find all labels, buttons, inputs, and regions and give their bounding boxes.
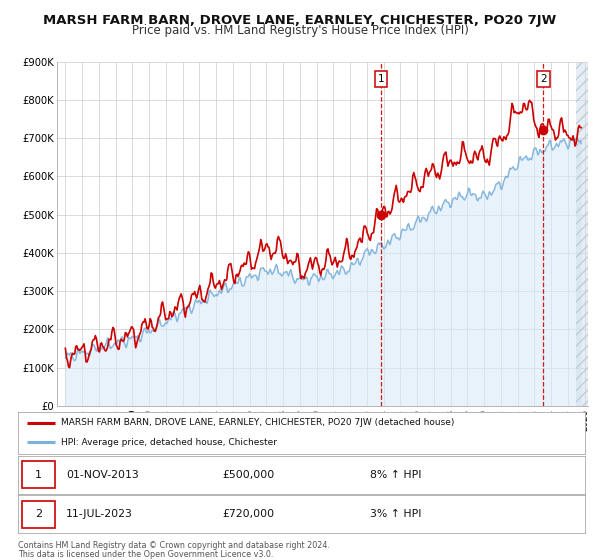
Text: 8% ↑ HPI: 8% ↑ HPI xyxy=(370,470,421,480)
Bar xyxy=(576,62,588,406)
Text: This data is licensed under the Open Government Licence v3.0.: This data is licensed under the Open Gov… xyxy=(18,550,274,559)
Text: Contains HM Land Registry data © Crown copyright and database right 2024.: Contains HM Land Registry data © Crown c… xyxy=(18,541,330,550)
Text: MARSH FARM BARN, DROVE LANE, EARNLEY, CHICHESTER, PO20 7JW: MARSH FARM BARN, DROVE LANE, EARNLEY, CH… xyxy=(43,14,557,27)
Bar xyxy=(576,62,588,406)
Text: £720,000: £720,000 xyxy=(222,509,274,519)
Text: 01-NOV-2013: 01-NOV-2013 xyxy=(66,470,139,480)
Text: 1: 1 xyxy=(35,470,42,480)
Text: 11-JUL-2023: 11-JUL-2023 xyxy=(66,509,133,519)
Text: 2: 2 xyxy=(35,509,42,519)
Text: MARSH FARM BARN, DROVE LANE, EARNLEY, CHICHESTER, PO20 7JW (detached house): MARSH FARM BARN, DROVE LANE, EARNLEY, CH… xyxy=(61,418,454,427)
FancyBboxPatch shape xyxy=(22,501,55,528)
Text: 1: 1 xyxy=(377,74,384,84)
Text: £500,000: £500,000 xyxy=(222,470,274,480)
Text: Price paid vs. HM Land Registry's House Price Index (HPI): Price paid vs. HM Land Registry's House … xyxy=(131,24,469,37)
FancyBboxPatch shape xyxy=(22,461,55,488)
Text: HPI: Average price, detached house, Chichester: HPI: Average price, detached house, Chic… xyxy=(61,438,277,447)
Text: 2: 2 xyxy=(540,74,547,84)
Text: 3% ↑ HPI: 3% ↑ HPI xyxy=(370,509,421,519)
